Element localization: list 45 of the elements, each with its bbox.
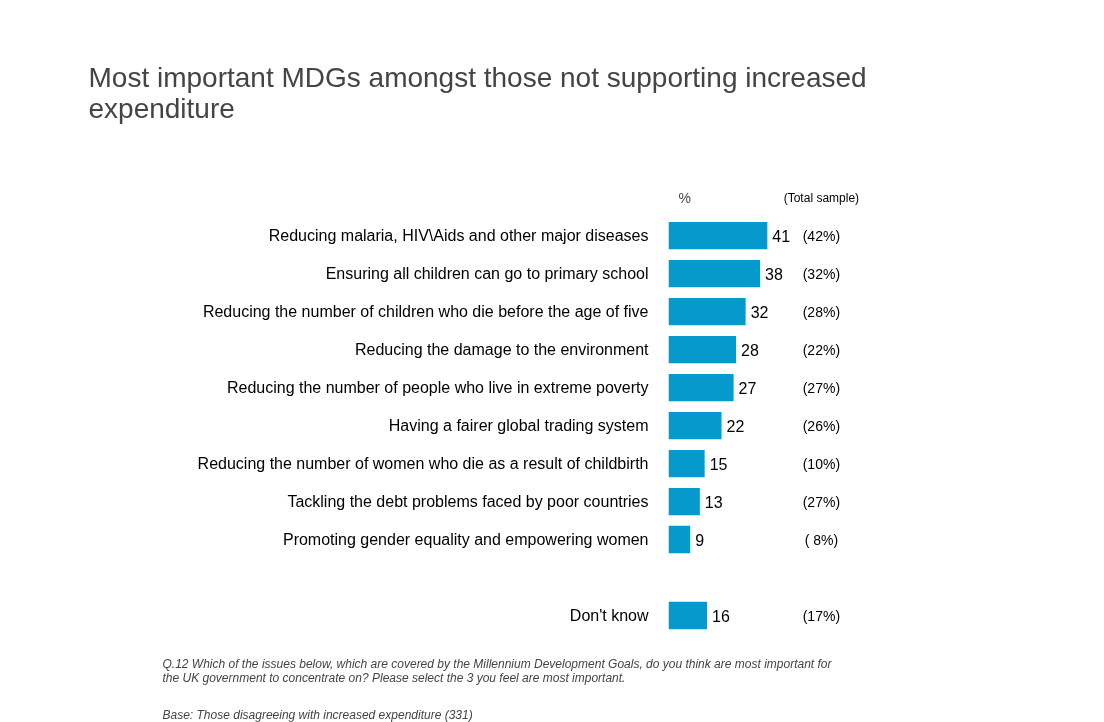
text: (42%) bbox=[802, 227, 841, 244]
y-tick-label: Promoting gender equality and empowering women bbox=[282, 531, 649, 549]
data-label: 41 bbox=[772, 227, 791, 245]
bar bbox=[668, 335, 736, 364]
bar bbox=[668, 259, 761, 288]
data-label: 32 bbox=[750, 303, 769, 321]
bar bbox=[668, 411, 722, 440]
bar bbox=[668, 487, 700, 516]
y-tick-label: Don't know bbox=[569, 607, 649, 625]
bar bbox=[668, 222, 768, 250]
data-label: 22 bbox=[726, 417, 745, 435]
text: (26%) bbox=[802, 417, 841, 434]
text: ( 8%) bbox=[804, 531, 839, 548]
y-tick-label: Reducing the number of women who die as a result of childbirth bbox=[197, 455, 649, 473]
y-tick-label: Reducing malaria, HIV\Aids and other major diseases bbox=[268, 227, 649, 245]
text: (22%) bbox=[802, 341, 841, 358]
bar bbox=[668, 297, 746, 326]
y-tick-label: Having a fairer global trading system bbox=[388, 417, 649, 435]
data-label: 15 bbox=[709, 455, 728, 473]
bar bbox=[668, 525, 691, 554]
data-label: 28 bbox=[740, 341, 759, 359]
text: (Total sample) bbox=[783, 190, 860, 205]
text: (10%) bbox=[802, 455, 841, 472]
text: (27%) bbox=[802, 493, 841, 510]
text: (28%) bbox=[802, 303, 841, 320]
x-axis-title: % bbox=[678, 189, 691, 206]
data-label: 27 bbox=[738, 379, 757, 397]
data-label: 38 bbox=[765, 265, 783, 283]
text: (17%) bbox=[802, 607, 841, 624]
y-tick-label: Reducing the number of people who live in extreme poverty bbox=[226, 379, 649, 397]
bar bbox=[668, 449, 705, 478]
text: (27%) bbox=[802, 379, 841, 396]
data-label: 13 bbox=[704, 493, 723, 511]
y-tick-label: Reducing the damage to the environment bbox=[354, 341, 650, 359]
data-label: 16 bbox=[712, 607, 730, 625]
y-tick-label: Reducing the number of children who die before the age of five bbox=[202, 303, 649, 321]
bar bbox=[668, 601, 708, 630]
text: Q.12 Which of the issues below, which are covered by the Millennium Development Goals, do you think are most important for the UK government to concentrate on? Please select the 3 you feel are most important. bbox=[162, 656, 833, 685]
bar bbox=[668, 373, 734, 402]
y-tick-label: Tackling the debt problems faced by poor countries bbox=[287, 493, 649, 511]
data-label: 9 bbox=[695, 531, 705, 549]
chart-title: Most important MDGs amongst those not supporting increased expenditure bbox=[88, 61, 867, 124]
text: (32%) bbox=[802, 265, 841, 282]
text: Base: Those disagreeing with increased expenditure (331) bbox=[162, 707, 473, 722]
y-tick-label: Ensuring all children can go to primary school bbox=[325, 265, 649, 283]
